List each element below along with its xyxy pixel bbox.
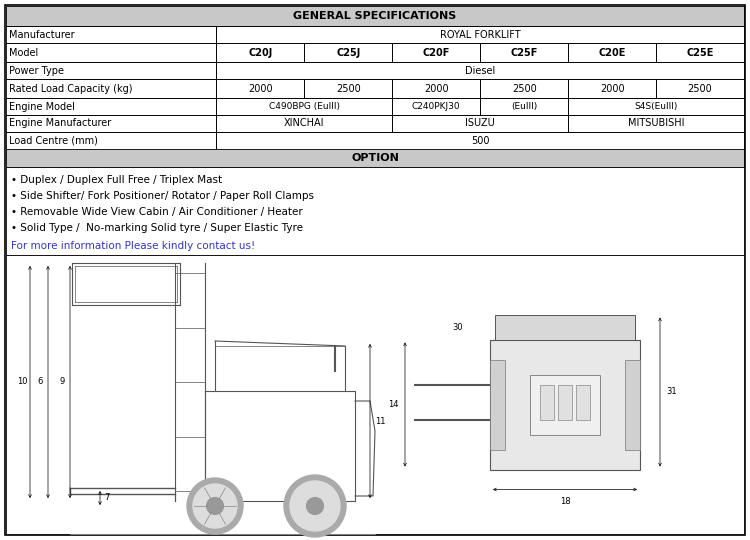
Text: Power Type: Power Type [9,65,64,76]
Text: ROYAL FORKLIFT: ROYAL FORKLIFT [440,30,520,39]
Bar [304,79,392,98]
Bar [656,43,744,62]
Bar [6,149,744,167]
Text: 2500: 2500 [688,84,712,93]
Bar [576,384,590,420]
Text: • Removable Wide View Cabin / Air Conditioner / Heater: • Removable Wide View Cabin / Air Condit… [11,207,303,217]
Text: C240PKJ30: C240PKJ30 [412,102,460,111]
Text: C25J: C25J [336,48,360,57]
Bar [392,115,568,132]
Text: 14: 14 [388,400,398,409]
Text: 7: 7 [104,494,110,503]
Text: MITSUBISHI: MITSUBISHI [628,118,684,129]
Text: For more information Please kindly contact us!: For more information Please kindly conta… [11,241,255,251]
Text: C20J: C20J [248,48,272,57]
Bar [568,98,744,115]
Text: 500: 500 [471,136,490,145]
Bar [6,167,744,255]
Text: 2000: 2000 [248,84,272,93]
Bar [216,43,304,62]
Bar [490,360,505,449]
Text: Engine Manufacturer: Engine Manufacturer [9,118,111,129]
Text: Load Centre (mm): Load Centre (mm) [9,136,98,145]
Bar [6,43,216,62]
Circle shape [290,481,340,531]
Text: 9: 9 [59,377,64,387]
Bar [6,62,216,79]
Text: C490BPG (EuIII): C490BPG (EuIII) [268,102,340,111]
Bar [6,115,216,132]
Bar [530,375,600,435]
Bar [216,115,392,132]
Text: C25F: C25F [511,48,538,57]
Bar [392,43,480,62]
Text: C20F: C20F [422,48,450,57]
Circle shape [193,484,237,528]
Text: 18: 18 [560,497,570,506]
Bar [568,115,744,132]
Bar [216,62,744,79]
Text: Diesel: Diesel [465,65,495,76]
Circle shape [206,497,224,515]
Text: 2000: 2000 [424,84,448,93]
Text: 10: 10 [16,377,27,387]
Text: • Duplex / Duplex Full Free / Triplex Mast: • Duplex / Duplex Full Free / Triplex Ma… [11,175,222,185]
Bar [6,26,216,43]
Text: 11: 11 [375,416,386,426]
Bar [216,132,744,149]
Circle shape [307,497,323,515]
Text: OPTION: OPTION [351,153,399,163]
Text: (EuIII): (EuIII) [511,102,537,111]
Bar [490,340,640,469]
Circle shape [284,475,346,537]
Text: 6: 6 [38,377,43,387]
Bar [568,79,656,98]
Text: • Solid Type /  No-marking Solid tyre / Super Elastic Tyre: • Solid Type / No-marking Solid tyre / S… [11,223,303,233]
Text: 31: 31 [667,388,677,396]
Bar [392,79,480,98]
Text: 2500: 2500 [512,84,536,93]
Text: C20E: C20E [598,48,625,57]
Text: S4S(EuIII): S4S(EuIII) [634,102,678,111]
Bar [540,384,554,420]
Text: Engine Model: Engine Model [9,102,75,111]
Bar [656,79,744,98]
Bar [480,79,568,98]
Bar [625,360,640,449]
Bar [6,149,744,167]
Bar [6,6,744,26]
Bar [216,26,744,43]
Bar [6,132,216,149]
Bar [216,79,304,98]
Text: 2000: 2000 [600,84,625,93]
Text: 2500: 2500 [336,84,361,93]
Bar [495,314,635,340]
Bar [304,43,392,62]
Circle shape [187,478,243,534]
Text: Manufacturer: Manufacturer [9,30,74,39]
Bar [216,98,392,115]
Bar [568,43,656,62]
Bar [6,6,744,26]
Bar [6,98,216,115]
Text: GENERAL SPECIFICATIONS: GENERAL SPECIFICATIONS [293,11,457,21]
Text: XINCHAI: XINCHAI [284,118,325,129]
Bar [6,79,216,98]
Bar [6,255,744,534]
Text: • Side Shifter/ Fork Positioner/ Rotator / Paper Roll Clamps: • Side Shifter/ Fork Positioner/ Rotator… [11,191,314,201]
Bar [480,98,568,115]
Text: C25E: C25E [686,48,714,57]
Text: Model: Model [9,48,38,57]
Bar [558,384,572,420]
Text: Rated Load Capacity (kg): Rated Load Capacity (kg) [9,84,133,93]
Text: 30: 30 [452,323,463,332]
Text: ISUZU: ISUZU [465,118,495,129]
Bar [480,43,568,62]
Bar [392,98,480,115]
